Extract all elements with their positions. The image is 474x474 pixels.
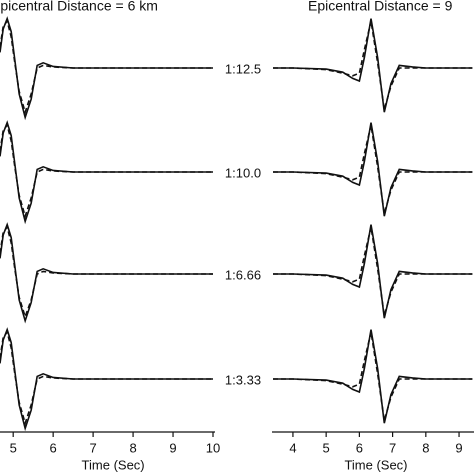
row-label: 1:10.0: [225, 165, 261, 180]
solid-trace: [273, 329, 473, 424]
row-label: 1:12.5: [225, 61, 261, 76]
x-tick-label: 8: [129, 440, 136, 455]
x-tick-label: 9: [169, 440, 176, 455]
x-tick-label: 6: [356, 440, 363, 455]
x-tick-label: 5: [10, 440, 17, 455]
x-tick-label: 8: [422, 440, 429, 455]
x-tick-label: 7: [389, 440, 396, 455]
x-tick-label: 7: [89, 440, 96, 455]
row-label: 1:3.33: [225, 372, 261, 387]
dashed-trace: [273, 227, 473, 316]
dashed-trace: [273, 125, 473, 214]
panel-title: Epicentral Distance = 9: [308, 0, 453, 14]
x-tick-label: 4: [289, 440, 296, 455]
panel-title: Epicentral Distance = 6 km: [0, 0, 158, 14]
dashed-trace: [0, 123, 213, 219]
dashed-trace: [273, 332, 473, 421]
solid-trace: [273, 18, 473, 113]
x-tick-label: 10: [206, 440, 220, 455]
dashed-trace: [0, 225, 213, 320]
x-axis-label: Time (Sec): [344, 457, 407, 472]
solid-trace: [273, 224, 473, 319]
x-axis-label: Time (Sec): [82, 457, 145, 472]
row-label: 1:6.66: [225, 267, 261, 282]
x-tick-label: 6: [50, 440, 57, 455]
dashed-trace: [0, 330, 213, 426]
dashed-trace: [0, 19, 213, 115]
x-tick-label: 9: [455, 440, 462, 455]
solid-trace: [0, 222, 213, 324]
x-tick-label: 5: [323, 440, 330, 455]
solid-trace: [273, 122, 473, 217]
dashed-trace: [273, 21, 473, 110]
